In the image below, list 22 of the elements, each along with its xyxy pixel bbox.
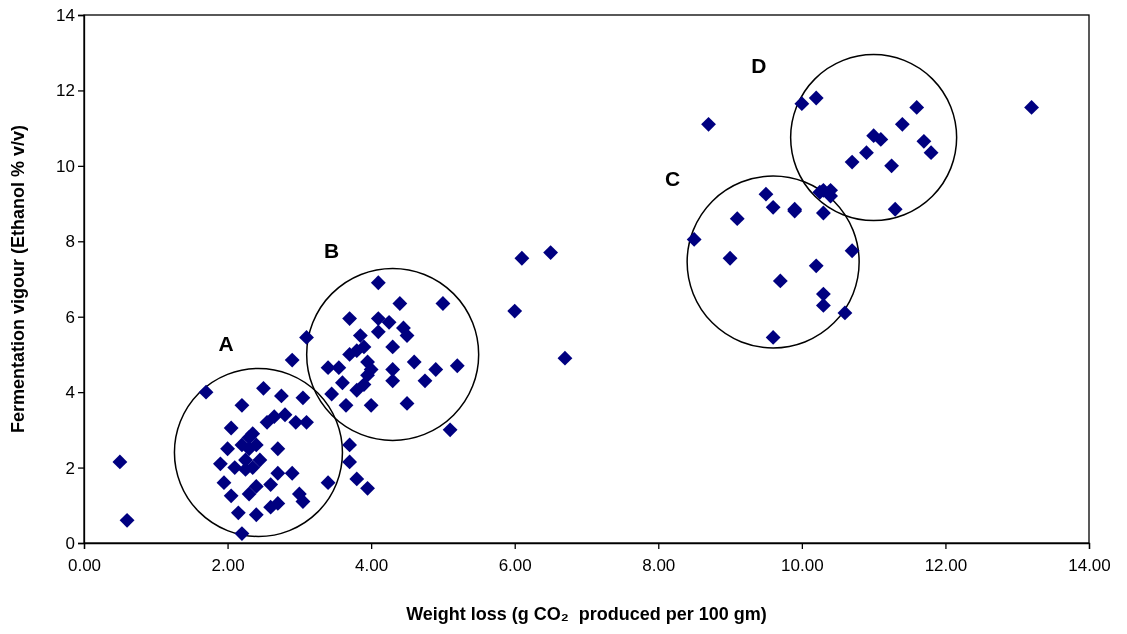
x-axis-title: Weight loss (g CO₂ produced per 100 gm) [406, 604, 767, 624]
annotation: A [218, 331, 234, 355]
y-tick-label: 0 [65, 533, 75, 553]
x-tick-label: 0.00 [67, 555, 102, 575]
y-axis-title: Fermentation vigour (Ethanol % v/v) [8, 124, 28, 434]
y-tick-label: 10 [56, 156, 75, 176]
annotation: B [324, 239, 340, 263]
x-tick-label: 14.00 [1068, 555, 1111, 575]
y-tick-label: 12 [56, 81, 75, 101]
annotation: D [751, 54, 767, 78]
y-tick-label: 8 [65, 232, 75, 252]
y-tick-label: 6 [65, 307, 75, 327]
x-tick-label: 6.00 [498, 555, 532, 575]
y-tick-label: 2 [65, 458, 75, 478]
x-tick-label: 2.00 [211, 555, 245, 575]
x-tick-label: 8.00 [642, 555, 676, 575]
annotation: C [665, 167, 681, 191]
y-tick-label: 14 [56, 5, 75, 25]
x-tick-label: 10.00 [781, 555, 824, 575]
x-tick-label: 4.00 [355, 555, 389, 575]
y-tick-label: 4 [65, 383, 75, 403]
x-tick-label: 12.00 [924, 555, 968, 575]
